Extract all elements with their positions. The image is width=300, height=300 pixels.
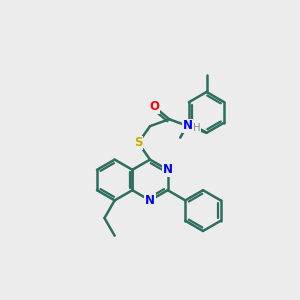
Text: N: N xyxy=(163,163,173,176)
Text: H: H xyxy=(193,123,201,133)
Text: N: N xyxy=(145,194,155,207)
Text: O: O xyxy=(149,100,159,113)
Text: N: N xyxy=(182,119,192,132)
Text: S: S xyxy=(134,136,142,149)
